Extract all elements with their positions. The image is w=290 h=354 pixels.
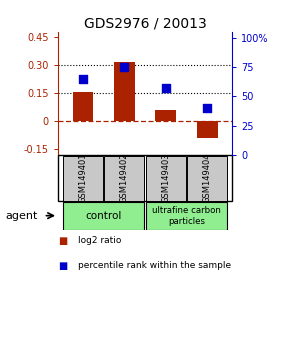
Bar (155, 110, 176, 121)
Text: percentile rank within the sample: percentile rank within the sample (78, 261, 231, 270)
Text: control: control (85, 211, 122, 221)
Text: agent: agent (6, 211, 38, 221)
Bar (114, 62, 135, 121)
Bar (187, 155, 227, 201)
Point (122, 64, 127, 70)
Bar (63, 155, 103, 201)
Bar (197, 121, 218, 138)
Text: GSM149404: GSM149404 (203, 153, 212, 204)
Bar (63, 202, 144, 229)
Point (163, 85, 168, 91)
Text: GSM149403: GSM149403 (161, 153, 170, 204)
Text: ■: ■ (58, 261, 67, 270)
Title: GDS2976 / 20013: GDS2976 / 20013 (84, 17, 206, 31)
Text: ■: ■ (58, 236, 67, 246)
Point (205, 105, 209, 111)
Text: ultrafine carbon
particles: ultrafine carbon particles (152, 206, 221, 226)
Bar (146, 155, 186, 201)
Text: GSM149402: GSM149402 (120, 153, 129, 204)
Text: log2 ratio: log2 ratio (78, 236, 122, 245)
Bar (146, 202, 227, 229)
Bar (72, 92, 93, 121)
Text: GSM149401: GSM149401 (78, 153, 87, 204)
Bar (104, 155, 144, 201)
Point (81, 76, 85, 82)
